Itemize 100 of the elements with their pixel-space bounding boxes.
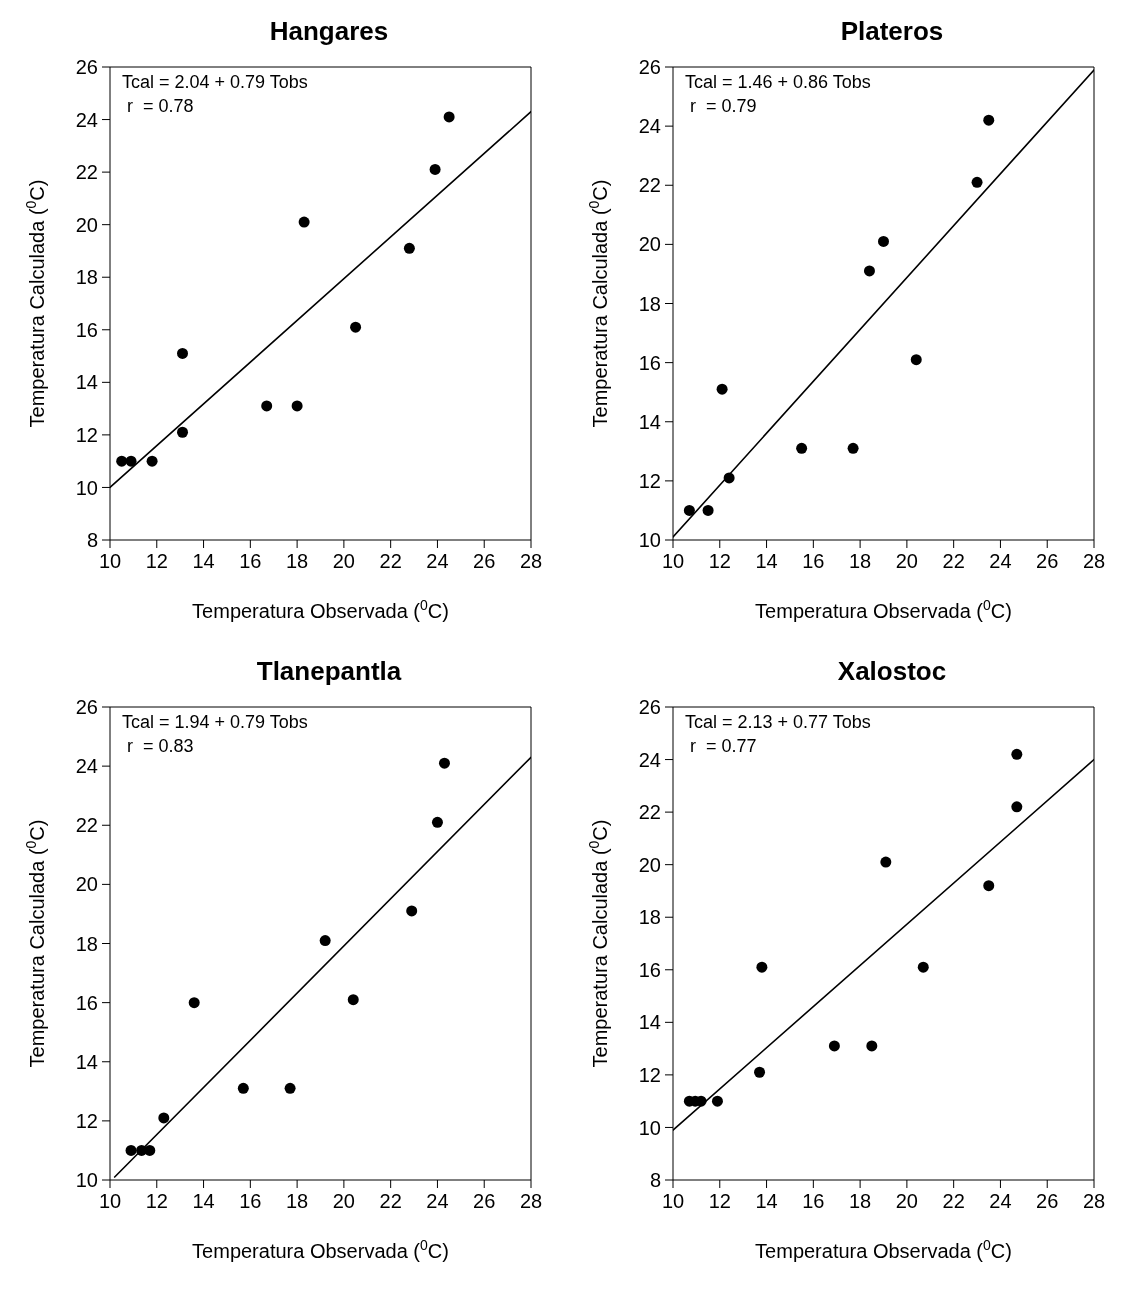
x-tick-label: 10 [98, 550, 122, 573]
y-tick-label: 18 [638, 292, 661, 315]
y-tick-label: 10 [638, 529, 661, 552]
point [723, 472, 735, 484]
point [683, 504, 695, 516]
x-tick-label: 20 [895, 550, 919, 573]
x-tick-label: 20 [895, 1190, 919, 1213]
x-tick-label: 22 [942, 1190, 965, 1213]
y-tick-label: 10 [638, 1116, 661, 1139]
annotation: Tcal = 2.13 + 0.77 Tobs [685, 711, 871, 734]
x-axis-title: Temperatura Observada ($^{0}$C) [192, 1237, 449, 1262]
point [429, 163, 441, 175]
point [319, 935, 331, 947]
y-tick-label: 14 [638, 1011, 661, 1034]
y-tick-label: 26 [75, 56, 98, 79]
x-tick-label: 14 [192, 550, 215, 573]
x-tick-label: 12 [145, 1190, 168, 1213]
x-tick-label: 14 [755, 1190, 778, 1213]
x-axis-title: Temperatura Observada ($^{0}$C) [192, 597, 449, 622]
point [716, 383, 728, 395]
point [866, 1040, 878, 1052]
y-tick-label: 16 [75, 318, 98, 341]
y-tick-label: 24 [75, 755, 98, 778]
annotation: Tcal = 1.94 + 0.79 Tobs [122, 711, 308, 734]
point [847, 442, 859, 454]
point [350, 321, 362, 333]
x-tick-label: 18 [848, 550, 872, 573]
x-tick-label: 22 [379, 550, 402, 573]
chart-title: Xalostoc [836, 655, 948, 688]
y-tick-label: 26 [75, 696, 98, 719]
x-tick-label: 16 [802, 550, 825, 573]
point [1011, 748, 1023, 760]
y-tick-label: 16 [75, 991, 98, 1014]
y-tick-label: 20 [638, 233, 661, 256]
y-tick-label: 12 [638, 469, 661, 492]
x-tick-label: 22 [379, 1190, 402, 1213]
x-tick-label: 28 [1082, 1190, 1106, 1213]
x-tick-label: 12 [708, 1190, 731, 1213]
point [878, 235, 889, 247]
point [403, 242, 415, 254]
x-tick-label: 26 [1036, 1190, 1059, 1213]
point [443, 111, 455, 123]
y-tick-label: 22 [638, 174, 661, 197]
x-tick-label: 10 [661, 1190, 685, 1213]
point [917, 961, 929, 973]
x-tick-label: 26 [1036, 550, 1059, 573]
x-tick-label: 22 [942, 550, 965, 573]
x-axis-title: Temperatura Observada ($^{0}$C) [755, 1237, 1012, 1262]
y-tick-label: 22 [75, 161, 98, 184]
x-tick-label: 18 [848, 1190, 872, 1213]
x-tick-label: 16 [239, 550, 262, 573]
y-tick-label: 14 [638, 410, 661, 433]
point [146, 455, 158, 467]
point [863, 265, 875, 277]
x-tick-label: 18 [285, 1190, 309, 1213]
point [431, 816, 443, 828]
point [828, 1040, 840, 1052]
point [910, 354, 922, 366]
y-tick-label: 12 [638, 1063, 661, 1086]
point [298, 216, 310, 228]
point [711, 1095, 723, 1107]
point [177, 426, 189, 438]
x-tick-label: 24 [989, 550, 1012, 573]
chart-title: Plateros [839, 15, 945, 48]
y-tick-label: 18 [638, 906, 661, 929]
x-tick-label: 10 [98, 1190, 122, 1213]
point [237, 1082, 249, 1094]
point [125, 1144, 137, 1156]
x-tick-label: 18 [285, 550, 309, 573]
x-tick-label: 24 [426, 1190, 449, 1213]
point [177, 347, 189, 359]
x-tick-label: 26 [473, 550, 496, 573]
point [438, 757, 450, 769]
point [796, 442, 808, 454]
x-tick-label: 10 [661, 550, 685, 573]
y-tick-label: 12 [75, 423, 98, 446]
point [116, 455, 128, 467]
x-tick-label: 20 [332, 1190, 356, 1213]
point [702, 504, 714, 516]
x-tick-label: 16 [239, 1190, 262, 1213]
point [284, 1082, 296, 1094]
x-tick-label: 14 [192, 1190, 215, 1213]
y-tick-label: 8 [86, 529, 98, 552]
y-tick-label: 26 [638, 696, 661, 719]
y-tick-label: 24 [638, 115, 661, 138]
point [188, 997, 200, 1009]
x-tick-label: 20 [332, 550, 356, 573]
x-tick-label: 24 [989, 1190, 1012, 1213]
x-tick-label: 24 [426, 550, 449, 573]
point [880, 856, 892, 868]
y-tick-label: 24 [75, 108, 98, 131]
chart-title: Hangares [268, 15, 390, 48]
y-tick-label: 18 [75, 932, 98, 955]
y-tick-label: 18 [75, 266, 98, 289]
point [158, 1112, 170, 1124]
y-tick-label: 8 [649, 1169, 661, 1192]
chart-title: Tlanepantla [255, 655, 403, 688]
x-tick-label: 12 [145, 550, 168, 573]
y-tick-label: 26 [638, 56, 661, 79]
point [1011, 801, 1023, 813]
